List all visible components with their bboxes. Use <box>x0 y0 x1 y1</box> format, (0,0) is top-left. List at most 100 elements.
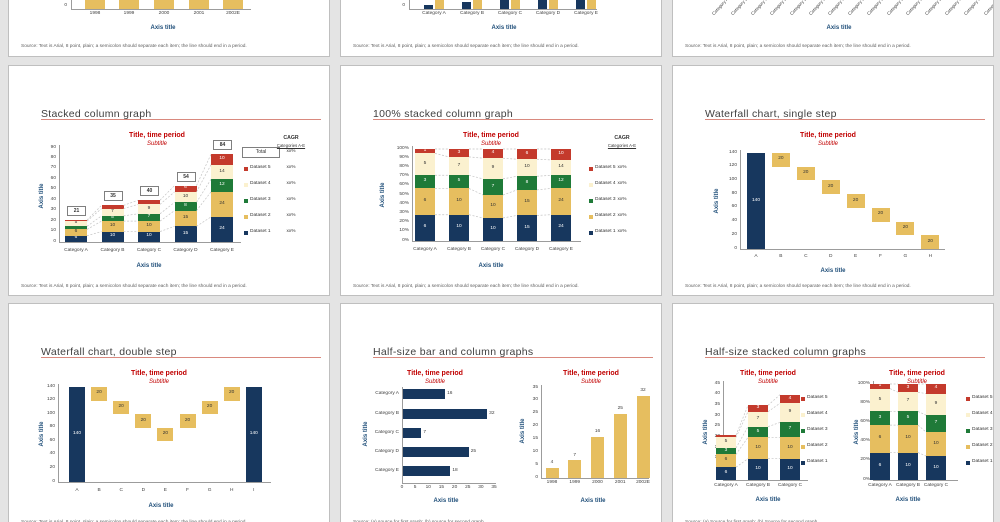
value-label: 10 <box>755 444 761 450</box>
bar <box>154 0 174 9</box>
axis-tick-label: 10% <box>399 228 409 234</box>
waterfall-bar <box>821 180 840 195</box>
axis-tick-label: 20% <box>399 219 409 225</box>
value-label: 10 <box>905 435 911 441</box>
bar <box>545 467 559 478</box>
value-label: 20 <box>828 183 834 189</box>
waterfall-bar <box>223 387 240 401</box>
cagr-value: xx% <box>617 212 627 218</box>
y-axis-title: Axis title <box>714 188 720 214</box>
axis-line <box>59 242 241 243</box>
bar-segment <box>870 452 890 480</box>
chart-subtitle: Subtitle <box>480 141 502 147</box>
value-label: 9 <box>147 205 151 211</box>
axis-line <box>71 0 72 9</box>
axis-line <box>71 9 251 10</box>
bar-segment <box>748 458 768 480</box>
total-label: 21 <box>67 206 86 217</box>
waterfall-bar <box>747 153 765 249</box>
axis-tick-label: 0 <box>402 3 405 8</box>
axis-tick-label: 5 <box>413 485 417 490</box>
legend-swatch <box>801 412 805 417</box>
value-label: 20 <box>162 431 169 437</box>
slide-half-size-bar-and-column[interactable]: Half-size bar and column graphs Title, t… <box>340 303 662 522</box>
value-label: 5 <box>74 220 78 226</box>
bar-segment <box>211 154 233 165</box>
bar-segment <box>101 231 124 242</box>
value-label: 24 <box>219 201 225 206</box>
bar-segment <box>415 188 435 215</box>
chart-title: Title, time period <box>563 370 619 377</box>
slide-rotated-axis-clipped[interactable]: Category A Category B Category C Category D… <box>672 0 994 57</box>
legend-label: Dataset 5 <box>595 164 616 170</box>
waterfall-bar <box>113 400 130 415</box>
category-label: 2002E <box>226 11 240 16</box>
bar <box>189 0 209 9</box>
category-label: E <box>163 488 167 493</box>
category-label: Category C <box>136 248 162 253</box>
value-label: 10 <box>933 440 939 446</box>
slide-column-graph-clipped[interactable]: 0 1998 1999 2000 2001 2002E Axis title Source:… <box>8 0 330 57</box>
total-label: 35 <box>103 191 123 202</box>
slide-waterfall-double-step[interactable]: Waterfall chart, double step Title, time… <box>8 303 330 522</box>
waterfall-bar <box>201 400 218 415</box>
chart-subtitle: Subtitle <box>146 141 168 147</box>
legend-label: Dataset 5 <box>807 394 828 400</box>
cagr-subheader: Categories A-E <box>276 143 306 148</box>
heading-rule <box>705 357 985 358</box>
value-label: 20 <box>778 156 784 162</box>
value-label: 7 <box>457 162 461 168</box>
axis-line <box>740 249 945 250</box>
bar-segment <box>174 185 197 192</box>
axis-tick-label: 100 <box>728 176 737 182</box>
bar <box>568 460 582 478</box>
axis-tick-label: 25 <box>714 423 720 429</box>
axis-tick-label: 90 <box>50 144 56 150</box>
waterfall-bar <box>896 221 915 236</box>
slide-half-size-stacked-column[interactable]: Half-size stacked column graphs Title, t… <box>672 303 994 522</box>
slide-100pct-stacked-column-graph[interactable]: 100% stacked column graph Title, time pe… <box>340 65 662 296</box>
bar-segment <box>517 215 537 241</box>
value-label: 20 <box>206 403 213 409</box>
axis-line <box>541 478 649 479</box>
slide-grouped-column-graph-clipped[interactable]: 0 Category A Category B Category C Category … <box>340 0 662 57</box>
value-label: 8 <box>525 179 529 185</box>
value-label: 12 <box>558 178 564 184</box>
axis-tick-label: 20 <box>451 485 458 490</box>
value-label: 3 <box>878 414 882 420</box>
waterfall-bar <box>135 414 152 428</box>
chart-title: Title, time period <box>131 370 187 377</box>
axis-line <box>402 483 497 484</box>
value-label: 20 <box>902 225 909 231</box>
y-axis-title: Axis title <box>39 421 45 447</box>
legend-swatch <box>589 214 593 219</box>
category-label: G <box>903 254 908 259</box>
slide-waterfall-single-step[interactable]: Waterfall chart, single step Title, time… <box>672 65 994 296</box>
chart-title: Title, time period <box>463 132 519 139</box>
axis-tick-label: 60 <box>731 204 737 210</box>
bar-segment <box>898 425 918 453</box>
bar-segment <box>211 216 233 242</box>
axis-tick-label: 5 <box>535 461 538 467</box>
waterfall-bar <box>921 235 940 249</box>
category-label: Category A <box>422 11 446 16</box>
waterfall-bar <box>796 166 815 181</box>
axis-tick-label: 40 <box>49 451 55 457</box>
category-label: 2001 <box>193 11 205 16</box>
bar-segment <box>101 221 124 232</box>
legend-label: Dataset 4 <box>250 180 271 186</box>
slide-stacked-column-graph[interactable]: Stacked column graph Title, time period S… <box>8 65 330 296</box>
category-label: 1999 <box>569 480 581 485</box>
total-label: 54 <box>176 171 196 182</box>
bar-segment <box>211 164 233 180</box>
axis-tick-label: 35 <box>714 401 720 407</box>
bar-segment <box>926 432 946 456</box>
axis-line <box>59 145 60 242</box>
axis-tick-label: 20 <box>50 217 56 223</box>
legend-label: Dataset 1 <box>807 458 828 464</box>
value-label: 24 <box>558 224 564 230</box>
category-label: Category A <box>64 248 88 253</box>
axis-tick-label: 15 <box>438 485 445 490</box>
value-label: 1 <box>423 147 427 153</box>
connector-lines <box>86 154 212 237</box>
